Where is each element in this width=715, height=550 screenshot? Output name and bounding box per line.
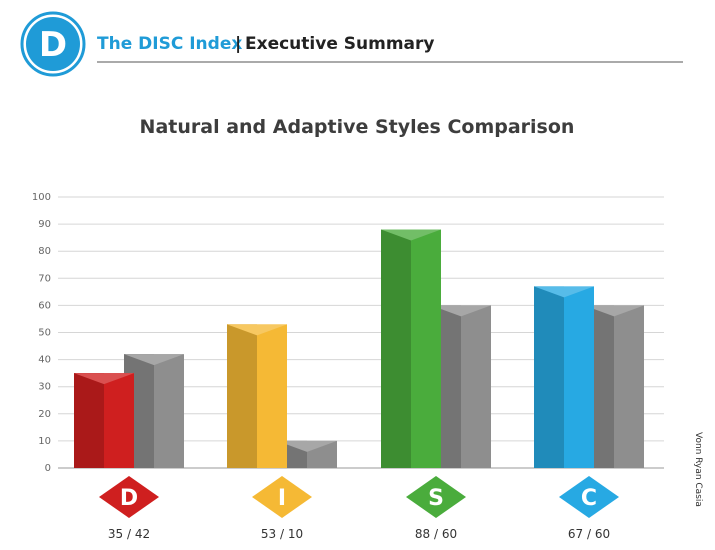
bar-natural-s [381, 229, 441, 468]
header-separator: | [235, 34, 241, 54]
badge-c: C 67 / 60 [559, 476, 619, 541]
badge-i: I 53 / 10 [252, 476, 312, 541]
bar-adaptive-i-cap [277, 440, 337, 452]
bar-natural-c-facet [534, 286, 564, 468]
bar-natural-i-facet [227, 324, 257, 468]
category-value-label: 67 / 60 [568, 527, 610, 541]
category-value-label: 88 / 60 [415, 527, 457, 541]
diamond-icon [559, 476, 619, 518]
y-axis-ticks: 0 10 20 30 40 50 60 70 80 90 100 [32, 192, 51, 474]
category-value-label: 35 / 42 [108, 527, 150, 541]
y-tick-label: 0 [45, 463, 51, 474]
diamond-icon [99, 476, 159, 518]
y-tick-label: 30 [38, 382, 51, 393]
bar-adaptive-d-cap [124, 354, 184, 366]
y-tick-label: 10 [38, 436, 51, 447]
category-letter: C [581, 486, 597, 511]
header: D The DISC Index | Executive Summary [20, 11, 683, 77]
y-tick-label: 90 [38, 219, 51, 230]
logo-icon [26, 17, 80, 71]
bar-natural-c-cap [534, 286, 594, 298]
y-tick-label: 40 [38, 355, 51, 366]
logo-letter: D [39, 25, 67, 65]
bar-natural-i-cap [227, 324, 287, 336]
bar-natural-s-facet [381, 229, 411, 468]
category-badges: D 35 / 42 I 53 / 10 S 88 / 60 C 67 / 60 [99, 476, 619, 541]
category-letter: D [120, 486, 138, 511]
header-subtitle: Executive Summary [245, 34, 434, 54]
chart-title: Natural and Adaptive Styles Comparison [140, 116, 575, 138]
badge-d: D 35 / 42 [99, 476, 159, 541]
y-tick-label: 20 [38, 409, 51, 420]
bar-natural-d [74, 373, 134, 468]
y-tick-label: 50 [38, 328, 51, 339]
author-credit: Vonn Ryan Casia [693, 432, 703, 507]
bar-natural-c [534, 286, 594, 468]
bar-adaptive-s-cap [431, 305, 491, 317]
bar-natural-d-facet [74, 373, 104, 468]
y-tick-label: 80 [38, 246, 51, 257]
bar-natural-i [227, 324, 287, 468]
y-tick-label: 100 [32, 192, 51, 203]
bars [74, 229, 644, 468]
y-tick-label: 60 [38, 300, 51, 311]
category-value-label: 53 / 10 [261, 527, 303, 541]
brand-name: The DISC Index [97, 34, 242, 54]
bar-natural-d-cap [74, 373, 134, 385]
category-letter: S [428, 486, 444, 511]
badge-s: S 88 / 60 [406, 476, 466, 541]
category-letter: I [278, 486, 286, 511]
y-tick-label: 70 [38, 273, 51, 284]
diamond-icon [406, 476, 466, 518]
diamond-icon [252, 476, 312, 518]
bar-adaptive-c-cap [584, 305, 644, 317]
bar-natural-s-cap [381, 229, 441, 241]
